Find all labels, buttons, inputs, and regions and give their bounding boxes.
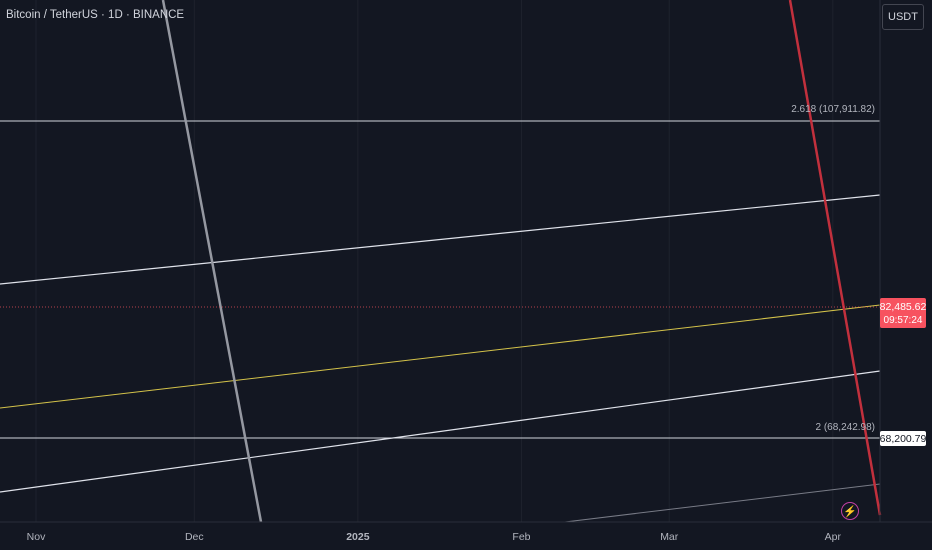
drawing-layer[interactable] [0,0,882,523]
currency-button[interactable]: USDT [882,4,924,30]
lightning-icon[interactable]: ⚡ [841,502,859,520]
marker-price-tag: 68,200.79 [880,431,927,446]
channel-mid-line[interactable] [0,304,881,409]
symbol-title: Bitcoin / TetherUS · 1D · BINANCE [6,9,185,21]
time-tick-label: Mar [660,531,679,543]
time-tick-label: Feb [512,531,530,543]
channel-upper-line[interactable] [0,194,881,285]
diagonal-red-line[interactable] [788,0,882,516]
fib-label-2: 2 (68,242.98) [816,422,876,433]
time-tick-label: Nov [27,531,46,543]
candle-countdown: 09:57:24 [884,315,923,326]
fib-label-2618: 2.618 (107,911.82) [791,104,875,115]
time-tick-label: Dec [185,531,204,543]
time-tick-label: Apr [825,531,842,543]
time-axis[interactable]: Nov Dec 2025 Feb Mar Apr [27,531,842,543]
last-price-value: 82,485.62 [880,301,927,313]
channel-lower-line[interactable] [0,370,881,493]
last-price-tag: 82,485.62 09:57:24 [880,298,927,328]
time-tick-label: 2025 [346,531,370,543]
grid-lines [35,0,834,522]
marker-price-value: 68,200.79 [880,433,927,445]
diagonal-grey-line[interactable] [161,0,263,523]
channel-bottom-line[interactable] [564,483,881,523]
